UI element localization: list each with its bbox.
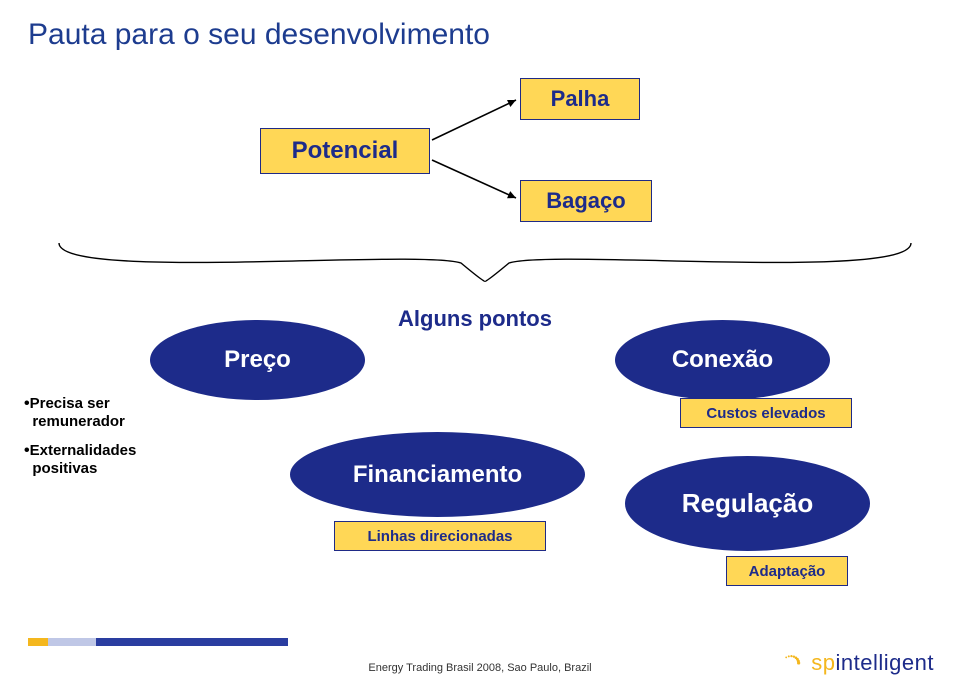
footer: Energy Trading Brasil 2008, Sao Paulo, B… xyxy=(0,630,960,690)
ellipse-regulacao: Regulação xyxy=(625,456,870,551)
footer-bars xyxy=(28,638,288,646)
annot-precisa-remunerador: •Precisa ser remunerador xyxy=(24,395,125,430)
box-custos-elevados: Custos elevados xyxy=(680,398,852,428)
ellipse-conexao: Conexão xyxy=(615,320,830,400)
ellipse-preco: Preço xyxy=(150,320,365,400)
curly-brace xyxy=(55,235,915,295)
ellipse-financiamento: Financiamento xyxy=(290,432,585,517)
center-label-alguns-pontos: Alguns pontos xyxy=(398,306,552,332)
page-title: Pauta para o seu desenvolvimento xyxy=(28,18,490,52)
box-linhas-direcionadas: Linhas direcionadas xyxy=(334,521,546,551)
box-potencial: Potencial xyxy=(260,128,430,174)
box-palha: Palha xyxy=(520,78,640,120)
arrow-potencial-bagaco xyxy=(422,150,526,208)
box-adaptacao: Adaptação xyxy=(726,556,848,586)
footer-text: Energy Trading Brasil 2008, Sao Paulo, B… xyxy=(368,662,591,674)
annot-externalidades-positivas: •Externalidades positivas xyxy=(24,442,136,477)
brand-logo: spintelligent xyxy=(777,650,934,680)
arrow-potencial-palha xyxy=(422,90,526,150)
diagram-stage: Pauta para o seu desenvolvimento Potenci… xyxy=(0,0,960,690)
box-bagaco: Bagaço xyxy=(520,180,652,222)
